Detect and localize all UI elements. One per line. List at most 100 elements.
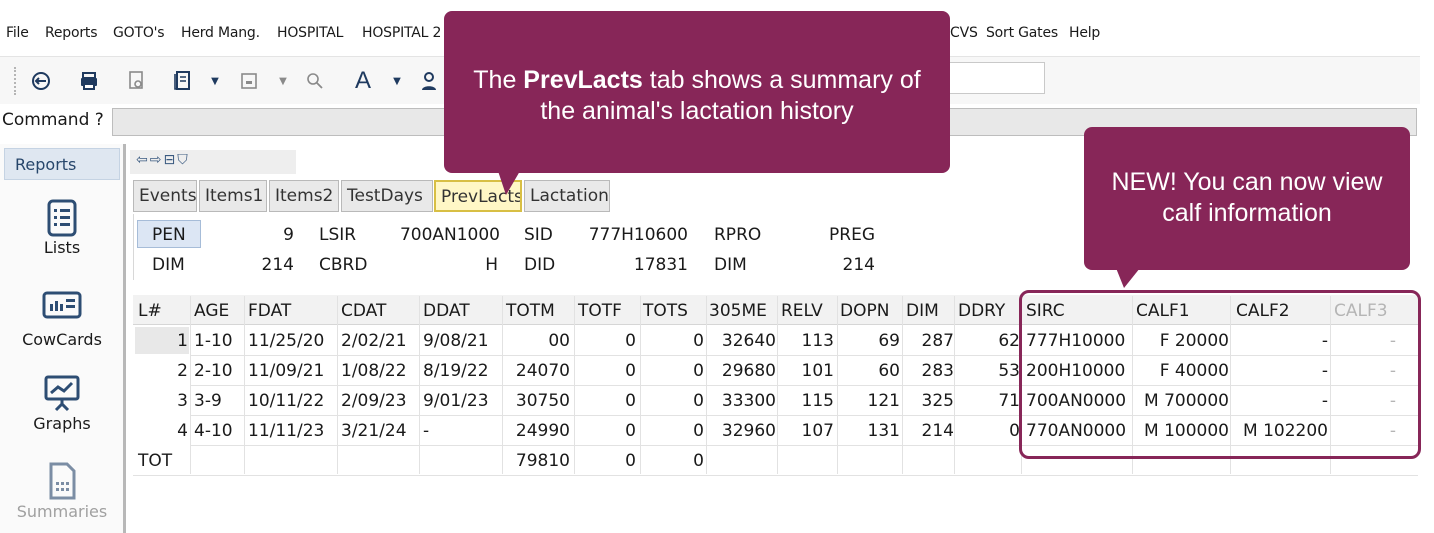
chevron-down-icon[interactable]: ▼ (393, 75, 401, 87)
toolbar-grip[interactable] (14, 67, 17, 95)
grid-cell: 0 (625, 421, 636, 441)
grid-cell: 29680 (721, 361, 776, 381)
column-header-305me[interactable]: 305ME (709, 301, 767, 321)
grid-cell: 115 (801, 391, 834, 411)
grid-cell: 101 (801, 361, 834, 381)
grid-cell: 3/21/24 (341, 421, 407, 441)
arrow-right-icon[interactable]: ⇨ (149, 152, 164, 168)
column-header-calf2[interactable]: CALF2 (1236, 301, 1290, 321)
save-icon[interactable] (236, 69, 262, 93)
grid-cell: 0 (625, 331, 636, 351)
grid-cell: 24070 (515, 361, 570, 381)
nav-item-summaries[interactable]: Summaries (0, 462, 124, 521)
summary-value: 214 (261, 255, 294, 275)
grid-cell: 287 (921, 331, 954, 351)
grid-cell: M 100000 (1144, 421, 1229, 441)
grid-cell: - (1321, 391, 1328, 411)
column-divider (502, 296, 503, 474)
grid-cell: F 20000 (1159, 331, 1229, 351)
column-header-ddry[interactable]: DDRY (958, 301, 1006, 321)
summary-value: 17831 (633, 255, 688, 275)
total-totm: 79810 (515, 451, 570, 471)
grid-cell: 4 (177, 421, 188, 441)
column-header-ddat[interactable]: DDAT (423, 301, 470, 321)
column-header-totm[interactable]: TOTM (506, 301, 555, 321)
summary-value: PREG (829, 225, 875, 245)
back-circle-icon[interactable] (28, 69, 54, 93)
row-selector[interactable] (135, 327, 189, 354)
summary-value: 9 (283, 225, 294, 245)
menu-gotos[interactable]: GOTO's (113, 25, 165, 41)
column-header-l[interactable]: L# (138, 301, 162, 321)
row-divider (133, 475, 1418, 476)
tab-items1[interactable]: Items1 (199, 180, 267, 212)
column-header-cdat[interactable]: CDAT (341, 301, 387, 321)
grid-cell: 121 (867, 391, 900, 411)
print-icon[interactable] (76, 69, 102, 93)
pen-highlight[interactable] (137, 220, 201, 248)
menu-reports[interactable]: Reports (45, 25, 98, 41)
callout-line: The PrevLacts tab shows a summary of (444, 65, 950, 96)
tab-events[interactable]: Events (133, 180, 197, 212)
arrow-left-icon[interactable]: ⇦ (136, 152, 150, 168)
summary-key: DIM (152, 255, 185, 275)
menu-herd-mang[interactable]: Herd Mang. (181, 25, 260, 41)
grid-cell: 71 (998, 391, 1020, 411)
report-icon[interactable] (170, 69, 196, 93)
menu-hospital-2[interactable]: HOSPITAL 2 (362, 25, 442, 41)
grid-cell: 0 (693, 391, 704, 411)
menu-sort-gates[interactable]: Sort Gates (986, 25, 1058, 41)
menu-cvs[interactable]: CVS (950, 25, 978, 41)
nav-title-reports[interactable]: Reports (4, 148, 120, 180)
nav-item-label: Summaries (16, 502, 108, 521)
summary-key: CBRD (319, 255, 368, 275)
callout-prevlacts: The PrevLacts tab shows a summary of the… (444, 11, 950, 173)
column-header-tots[interactable]: TOTS (643, 301, 688, 321)
chevron-down-icon[interactable]: ▼ (279, 75, 287, 87)
column-header-calf1[interactable]: CALF1 (1136, 301, 1190, 321)
column-divider (902, 296, 903, 474)
search-icon[interactable] (302, 69, 328, 93)
row-divider (190, 355, 1418, 356)
grid-cell: 131 (867, 421, 900, 441)
grid-cell: 9/08/21 (423, 331, 489, 351)
grid-cell: 283 (921, 361, 954, 381)
tab-lactation[interactable]: Lactation (524, 180, 610, 212)
font-icon[interactable]: A (354, 67, 371, 94)
grid-cell: 2 (177, 361, 188, 381)
tab-testdays[interactable]: TestDays (341, 180, 433, 212)
left-nav: Reports Lists CowCards Graphs Summaries (0, 144, 126, 533)
chevron-down-icon[interactable]: ▼ (211, 75, 219, 87)
column-header-dim[interactable]: DIM (906, 301, 939, 321)
filter-icon[interactable]: ⛉ (177, 152, 190, 168)
grid-icon[interactable]: ⊟ (163, 152, 178, 168)
column-header-age[interactable]: AGE (194, 301, 230, 321)
column-header-totf[interactable]: TOTF (578, 301, 622, 321)
nav-item-cowcards[interactable]: CowCards (0, 290, 124, 349)
nav-item-graphs[interactable]: Graphs (0, 374, 124, 433)
grid-cell: 200H10000 (1026, 361, 1126, 381)
column-header-calf3[interactable]: CALF3 (1334, 301, 1388, 321)
grid-cell: 777H10000 (1026, 331, 1126, 351)
callout-text: tab shows a summary of (642, 66, 921, 94)
callout-pointer (1116, 268, 1140, 288)
command-label: Command ? (2, 110, 104, 130)
column-header-sirc[interactable]: SIRC (1026, 301, 1065, 321)
callout-calf-info: NEW! You can now view calf information (1084, 127, 1410, 270)
menu-help[interactable]: Help (1069, 25, 1101, 41)
column-header-relv[interactable]: RELV (781, 301, 823, 321)
print-preview-icon[interactable] (124, 69, 150, 93)
summary-value: H (485, 255, 498, 275)
menu-hospital[interactable]: HOSPITAL (277, 25, 344, 41)
column-divider (837, 296, 838, 474)
column-header-dopn[interactable]: DOPN (840, 301, 890, 321)
nav-item-lists[interactable]: Lists (0, 198, 124, 257)
menu-file[interactable]: File (6, 25, 29, 41)
grid-cell: 24990 (515, 421, 570, 441)
grid-cell: 11/09/21 (248, 361, 325, 381)
tab-items2[interactable]: Items2 (269, 180, 339, 212)
column-divider (640, 296, 641, 474)
grid-cell: 4-10 (194, 421, 233, 441)
user-icon[interactable] (416, 69, 442, 93)
column-header-fdat[interactable]: FDAT (248, 301, 292, 321)
